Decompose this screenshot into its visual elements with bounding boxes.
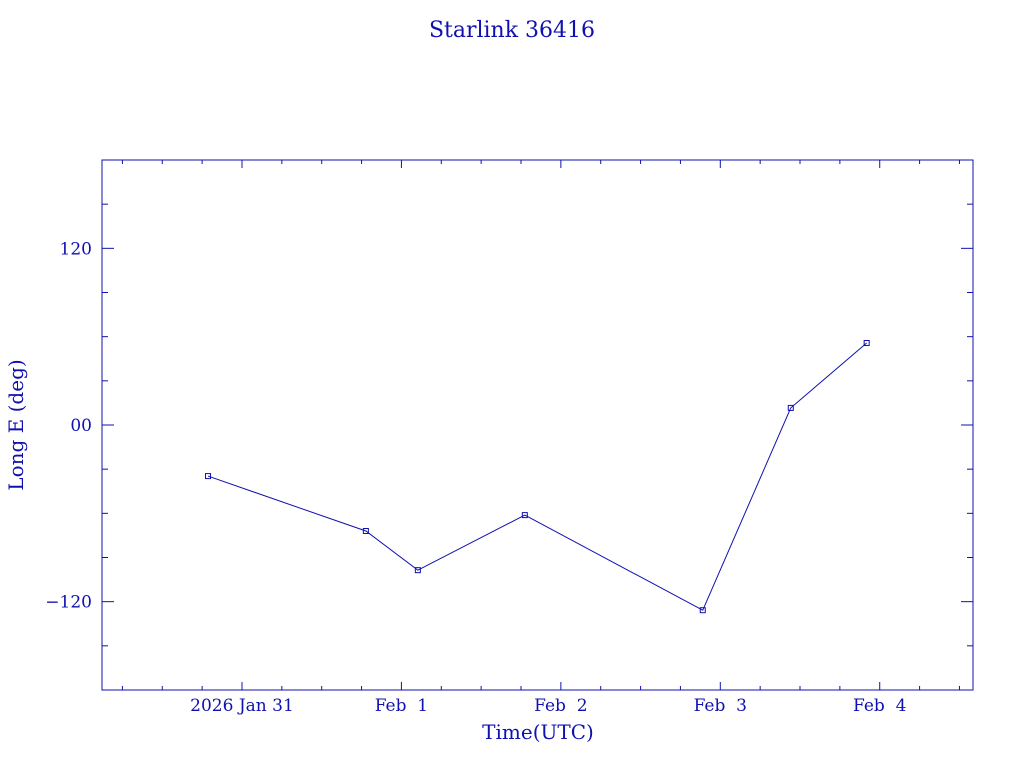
data-point [863,339,870,346]
chart-title: Starlink 36416 [429,18,595,43]
x-tick-label: Feb 3 [694,696,747,716]
y-tick-label: 00 [70,416,92,436]
x-tick-label: Feb 1 [375,696,428,716]
y-tick-label: 120 [60,239,92,259]
x-tick-label: Feb 4 [853,696,906,716]
y-axis-label: Long E (deg) [4,359,28,490]
data-series [205,339,870,614]
data-point [699,607,706,614]
data-point [521,512,528,519]
plot-frame [101,159,974,691]
x-tick-label: Feb 2 [534,696,587,716]
data-point [787,404,794,411]
data-point [205,473,212,480]
axis-ticks: 2026 Jan 31 Feb 1 Feb 2 Feb 3 Feb 4 120 00 −120 [45,160,973,716]
data-point [362,528,369,534]
x-tick-label: 2026 Jan 31 [190,696,294,716]
x-axis-label: Time(UTC) [482,720,594,744]
data-point [414,567,421,574]
series-line [207,342,867,611]
y-tick-label: −120 [45,593,92,613]
